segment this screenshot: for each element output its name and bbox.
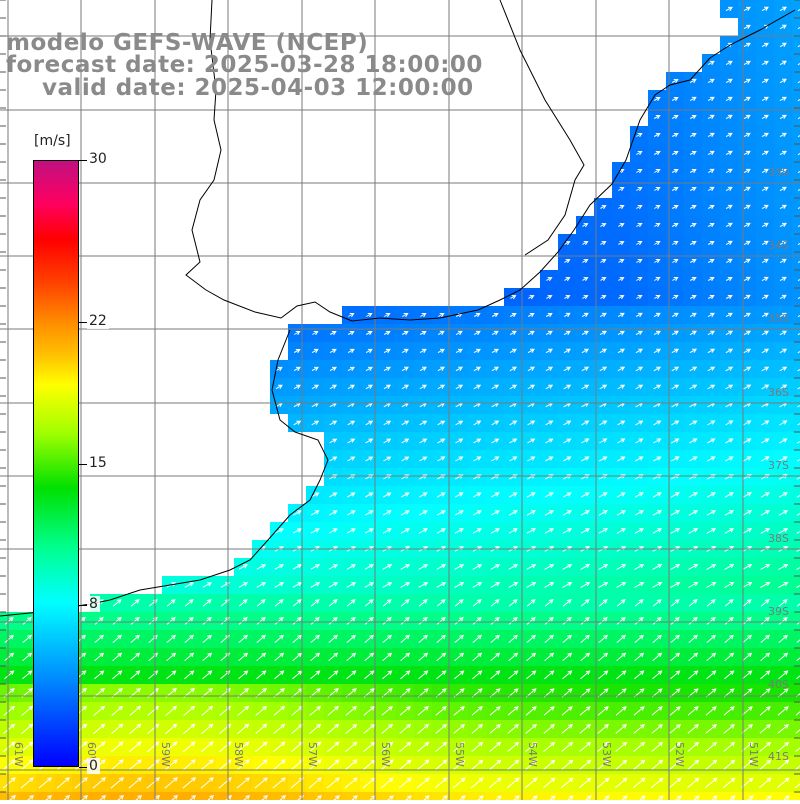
wind-cell (792, 522, 800, 540)
wind-cell (792, 720, 800, 738)
wind-cell (792, 306, 800, 324)
wind-cell (792, 126, 800, 144)
longitude-label: 55W (453, 742, 466, 767)
longitude-label: 53W (600, 742, 613, 767)
wind-cell (792, 666, 800, 684)
wind-cell (792, 378, 800, 396)
colorbar-tick-mark (79, 605, 87, 606)
wind-cell (792, 414, 800, 432)
longitude-label: 51W (747, 742, 760, 767)
colorbar-tick-label: 15 (87, 455, 109, 471)
latitude-label: 36S (768, 386, 789, 399)
wind-cell (792, 0, 800, 18)
latitude-label: 34S (768, 239, 789, 252)
wind-cell (792, 468, 800, 486)
colorbar-tick-label: 30 (87, 151, 109, 167)
wind-cell (792, 594, 800, 612)
colorbar-tick-mark (79, 322, 87, 323)
wind-cell (792, 72, 800, 90)
wind-cell (792, 558, 800, 576)
wind-cell (792, 18, 800, 36)
longitude-label: 61W (12, 742, 25, 767)
longitude-label: 57W (306, 742, 319, 767)
longitude-label: 54W (526, 742, 539, 767)
wind-cell (792, 36, 800, 54)
colorbar (33, 160, 79, 767)
colorbar-tick-label: 8 (87, 596, 100, 612)
wind-cell (792, 252, 800, 270)
latitude-label: 35S (768, 312, 789, 325)
latitude-label: 41S (768, 750, 789, 763)
wind-cell (792, 630, 800, 648)
wind-cell (792, 702, 800, 720)
wind-cell (792, 396, 800, 414)
wind-cell (792, 288, 800, 306)
wind-cell (792, 360, 800, 378)
longitude-label: 52W (673, 742, 686, 767)
wind-cell (792, 342, 800, 360)
wind-cell (792, 738, 800, 756)
colorbar-unit: [m/s] (32, 133, 73, 149)
latitude-label: 39S (768, 605, 789, 618)
wind-cell (792, 216, 800, 234)
wind-cell (792, 612, 800, 630)
wind-cell (792, 684, 800, 702)
wind-cell (792, 450, 800, 468)
wind-cell (792, 792, 800, 800)
wind-cell (792, 756, 800, 774)
wind-cell (792, 774, 800, 792)
colorbar-tick-label: 0 (87, 758, 100, 774)
latitude-label: 38S (768, 532, 789, 545)
wind-cell (792, 198, 800, 216)
wind-cell (792, 324, 800, 342)
wind-cell (792, 162, 800, 180)
wind-cell (792, 432, 800, 450)
wind-cell (792, 144, 800, 162)
wind-cell (792, 90, 800, 108)
forecast-date: forecast date: 2025-03-28 18:00:00 (6, 54, 483, 77)
colorbar-tick-mark (79, 464, 87, 465)
colorbar-tick-mark (79, 767, 87, 768)
colorbar-tick-label: 22 (87, 313, 109, 329)
wind-cell (792, 648, 800, 666)
wind-cell (792, 54, 800, 72)
wind-cell (792, 576, 800, 594)
latitude-label: 33S (768, 166, 789, 179)
colorbar-tick-mark (79, 160, 87, 161)
wind-cell (792, 234, 800, 252)
longitude-label: 58W (232, 742, 245, 767)
latitude-label: 37S (768, 459, 789, 472)
longitude-label: 56W (379, 742, 392, 767)
longitude-label: 59W (159, 742, 172, 767)
wind-cell (792, 270, 800, 288)
valid-date: valid date: 2025-04-03 12:00:00 (42, 77, 474, 100)
river-uruguay (500, 0, 584, 255)
wind-cell (792, 504, 800, 522)
wind-cell (792, 486, 800, 504)
latitude-label: 40S (768, 678, 789, 691)
wind-cell (792, 108, 800, 126)
